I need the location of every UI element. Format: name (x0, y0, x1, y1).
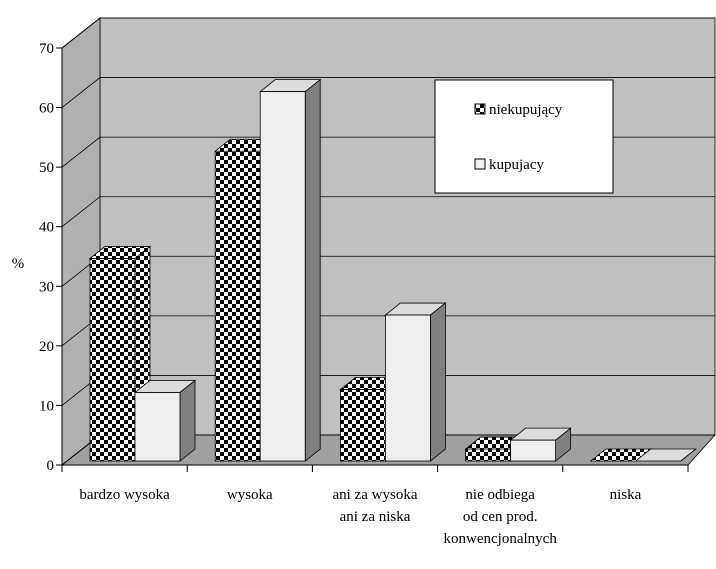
bar (634, 448, 697, 462)
bar-front (465, 448, 512, 462)
bar-side (304, 78, 321, 462)
bar-side (429, 302, 446, 462)
bar-front (510, 439, 557, 462)
bar (509, 427, 572, 462)
bar (259, 78, 322, 462)
y-tick-label: 50 (39, 160, 54, 176)
x-tick-label: bardzo wysoka (79, 487, 170, 503)
grid-line (61, 17, 715, 49)
y-tick-label: 60 (39, 101, 54, 117)
bar (133, 379, 197, 462)
y-tick-label: 0 (47, 458, 55, 474)
y-tick-label: 40 (39, 220, 54, 236)
bar-front (214, 150, 261, 462)
y-tick-label: 10 (39, 398, 54, 414)
y-axis-label: % (12, 256, 25, 272)
bar-front (259, 91, 306, 462)
grid-line (61, 196, 715, 228)
bar (384, 302, 447, 462)
bar-front (89, 258, 136, 462)
y-tick-label: 70 (39, 41, 54, 57)
x-tick-label: ani za wysoka ani za niska (333, 487, 418, 525)
bar (88, 245, 152, 462)
legend-label: niekupujący (489, 102, 563, 118)
bar-side (179, 379, 196, 462)
x-tick-label: wysoka (227, 487, 273, 503)
bar-front (339, 389, 386, 462)
y-tick-label: 30 (39, 279, 54, 295)
legend-swatch (474, 103, 486, 115)
bar-front (134, 392, 181, 462)
bar-front (384, 314, 431, 462)
legend-label: kupujacy (489, 157, 544, 173)
x-tick-label: nie odbiega od cen prod. konwencjonalnych (444, 487, 558, 547)
bar-side (680, 448, 697, 462)
legend: niekupujący kupujacy (434, 79, 614, 194)
y-tick-label: 20 (39, 339, 54, 355)
grid-line (61, 77, 715, 108)
legend-box (434, 79, 614, 194)
x-tick-label: niska (610, 487, 642, 503)
legend-swatch (474, 158, 486, 170)
